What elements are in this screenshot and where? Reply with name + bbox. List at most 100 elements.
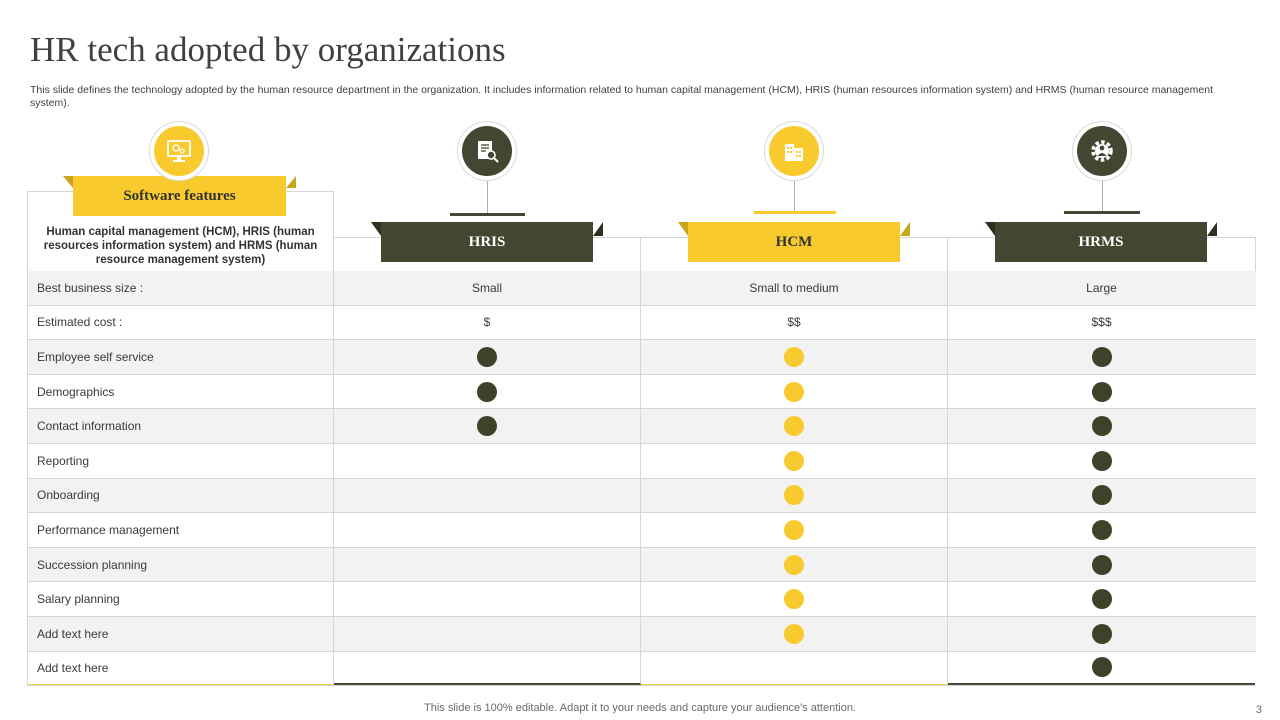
feature-dot (1091, 519, 1112, 540)
feature-dot (1091, 485, 1112, 506)
mark-cell (334, 547, 641, 582)
feature-dot (784, 554, 804, 575)
hcm-label: HCM (775, 233, 813, 250)
mark-cell (948, 513, 1255, 547)
feature-dot (784, 450, 804, 471)
mark-cell (334, 443, 641, 478)
hrms-stem (1102, 181, 1103, 211)
mark-cell (334, 651, 641, 686)
document-search-icon (462, 126, 512, 176)
mark-cell (641, 443, 948, 478)
row-label: Contact information (27, 409, 334, 443)
features-description: Human capital management (HCM), HRIS (hu… (43, 226, 318, 266)
row-label: Reporting (27, 443, 334, 478)
feature-dot (1091, 657, 1112, 678)
feature-dot (784, 623, 804, 644)
feature-dot (1091, 554, 1112, 575)
page-subtitle: This slide defines the technology adopte… (30, 84, 1214, 109)
mark-cell (334, 478, 641, 513)
features-ribbon-label: Software features (123, 187, 236, 204)
feature-dot (477, 416, 497, 437)
value-cell: Small (334, 271, 641, 305)
hris-fold-right (593, 222, 603, 236)
mark-cell (948, 617, 1255, 651)
mark-cell (641, 651, 948, 686)
features-header-box: Human capital management (HCM), HRIS (hu… (27, 191, 334, 271)
table-row: Reporting (27, 443, 1256, 479)
hris-stem (487, 181, 488, 213)
features-ribbon: Software features (73, 176, 286, 216)
feature-dot (1091, 381, 1112, 402)
table-row: Contact information (27, 409, 1256, 444)
table-row: Succession planning (27, 547, 1256, 583)
table-row: Onboarding (27, 478, 1256, 514)
row-label: Succession planning (27, 547, 334, 582)
feature-dot (784, 589, 804, 610)
mark-cell (948, 409, 1255, 443)
ribbon-fold-right (286, 176, 296, 188)
table-row: Demographics (27, 374, 1256, 410)
feature-dot (1091, 623, 1112, 644)
feature-dot (784, 416, 804, 437)
value-cell: Large (1086, 280, 1117, 295)
hris-bar (450, 213, 525, 216)
monitor-settings-icon (154, 126, 204, 176)
mark-cell (334, 616, 641, 651)
gear-person-icon (1077, 126, 1127, 176)
mark-cell (948, 479, 1255, 513)
row-label: Onboarding (27, 478, 334, 513)
table-row: Add text here (27, 616, 1256, 652)
mark-cell (641, 340, 948, 374)
mark-cell (641, 374, 948, 409)
hrms-label: HRMS (1078, 233, 1124, 250)
hrms-bar (1064, 211, 1140, 214)
hcm-icon-badge (764, 121, 824, 181)
mark-cell (948, 444, 1255, 478)
feature-dot (1091, 589, 1112, 610)
feature-dot (1091, 450, 1112, 471)
mark-cell (641, 582, 948, 616)
hcm-ribbon: HCM (688, 222, 900, 262)
feature-dot (477, 346, 497, 367)
value-cell: $$ (641, 305, 948, 340)
feature-dot (784, 381, 804, 402)
value-cell: $$$ (1091, 315, 1112, 330)
hris-icon-badge (457, 121, 517, 181)
page-number: 3 (1255, 704, 1262, 716)
hrms-fold-left (985, 222, 995, 236)
mark-cell (948, 548, 1255, 582)
mark-cell (334, 513, 641, 547)
mark-cell (948, 375, 1255, 409)
mark-cell (948, 652, 1255, 686)
mark-cell (641, 547, 948, 582)
hrms-icon-badge (1072, 121, 1132, 181)
mark-cell (334, 409, 641, 443)
mark-cell (334, 582, 641, 616)
hris-fold-left (371, 222, 381, 236)
feature-dot (784, 485, 804, 506)
table-row: Performance management (27, 513, 1256, 548)
mark-cell (641, 616, 948, 651)
hcm-bar (754, 211, 836, 214)
feature-dot (477, 381, 497, 402)
row-label: Add text here (27, 616, 334, 651)
hris-ribbon: HRIS (381, 222, 593, 262)
feature-dot (784, 519, 804, 540)
row-label: Performance management (27, 513, 334, 547)
hrms-fold-right (1207, 222, 1217, 236)
mark-cell (948, 340, 1255, 374)
mark-cell (948, 582, 1255, 616)
page-title: HR tech adopted by organizations (30, 30, 506, 69)
row-label: Best business size : (27, 271, 334, 305)
comparison-table: Best business size : Small Small to medium… (27, 271, 1256, 687)
hcm-fold-right (900, 222, 910, 236)
table-row: Best business size : Small Small to medium… (27, 271, 1256, 306)
hris-label: HRIS (468, 233, 506, 250)
row-label: Add text here (27, 651, 334, 686)
table-row: Estimated cost : $ $$ $$$ (27, 305, 1256, 341)
hcm-stem (794, 181, 795, 211)
row-label: Employee self service (27, 340, 334, 374)
hrms-ribbon: HRMS (995, 222, 1207, 262)
table-row: Salary planning (27, 582, 1256, 617)
table-row: Employee self service (27, 340, 1256, 375)
